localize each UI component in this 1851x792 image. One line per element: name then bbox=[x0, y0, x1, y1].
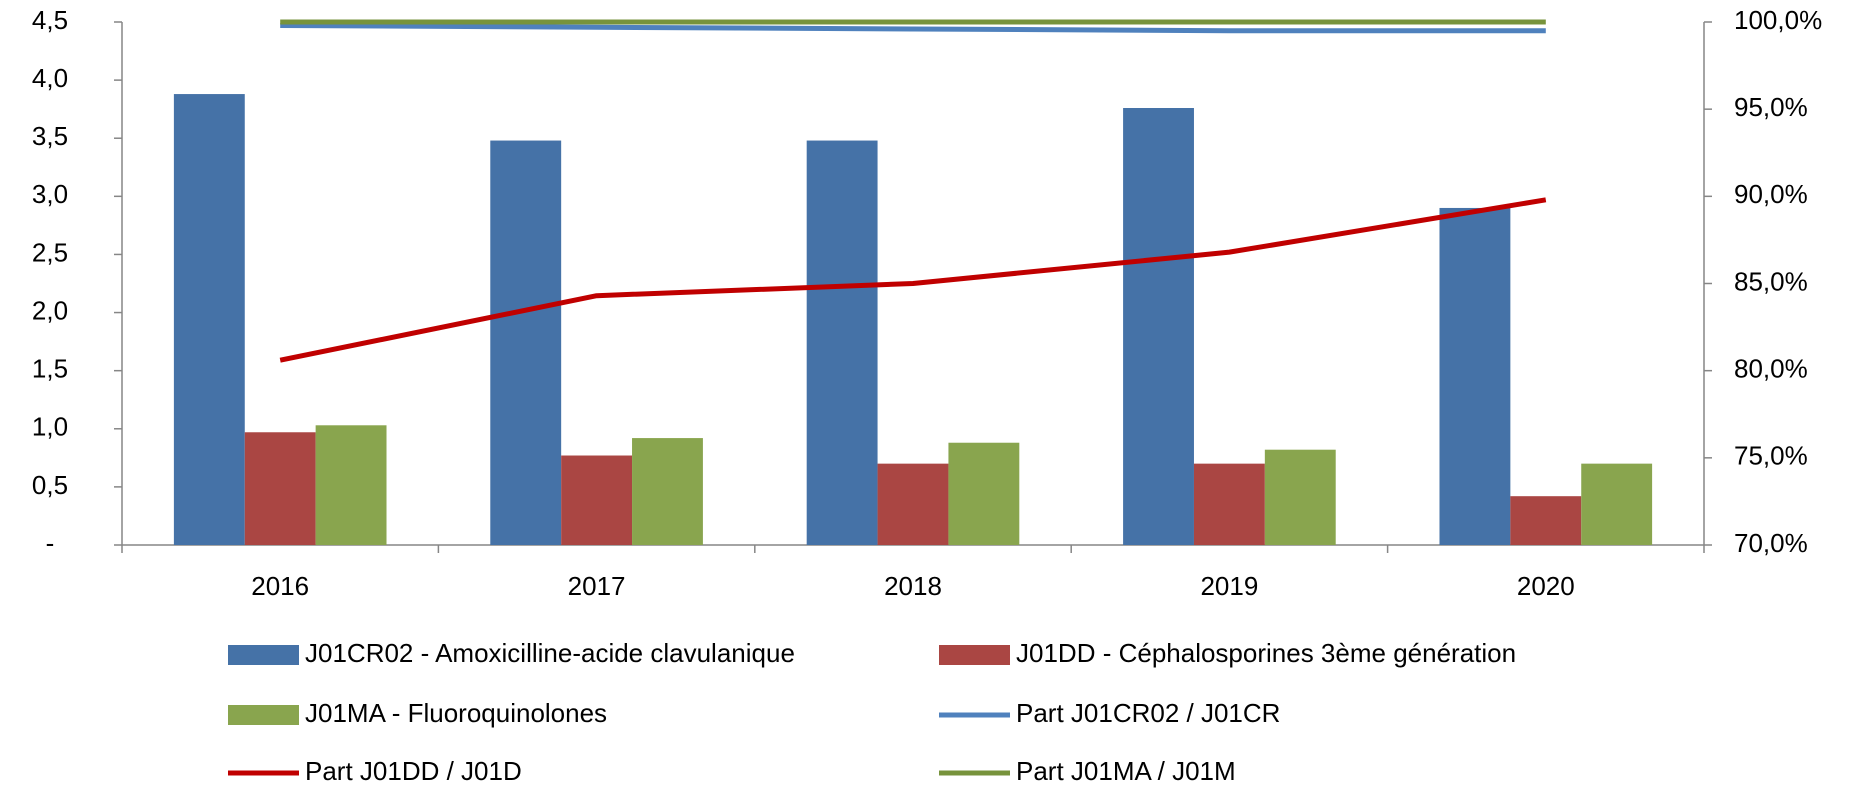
y-tick-label: 4,0 bbox=[32, 63, 68, 93]
bar bbox=[1510, 496, 1582, 545]
y-tick-label: 0,5 bbox=[32, 470, 68, 500]
y-tick-label: 2,0 bbox=[32, 295, 68, 325]
x-tick-label: 2020 bbox=[1517, 571, 1575, 601]
bar bbox=[1193, 463, 1265, 545]
y-tick-label: 1,0 bbox=[32, 412, 68, 442]
y2-tick-label: 80,0% bbox=[1734, 354, 1808, 384]
y-tick-label: - bbox=[46, 528, 55, 558]
legend-label: J01MA - Fluoroquinolones bbox=[305, 698, 607, 728]
bar bbox=[632, 438, 703, 545]
legend-swatch bbox=[228, 705, 299, 725]
legend-swatch bbox=[939, 645, 1010, 665]
bar bbox=[173, 94, 245, 546]
y2-tick-label: 70,0% bbox=[1734, 528, 1808, 558]
y2-tick-label: 85,0% bbox=[1734, 266, 1808, 296]
x-tick-label: 2016 bbox=[251, 571, 309, 601]
y-tick-label: 4,5 bbox=[32, 5, 68, 35]
bar bbox=[1439, 207, 1511, 545]
line-series bbox=[279, 197, 1547, 363]
y2-tick-label: 90,0% bbox=[1734, 179, 1808, 209]
legend-label: J01CR02 - Amoxicilline-acide clavulaniqu… bbox=[305, 638, 795, 668]
bar bbox=[948, 442, 1020, 545]
legend-swatch bbox=[228, 645, 299, 665]
x-tick-label: 2019 bbox=[1200, 571, 1258, 601]
bar bbox=[490, 140, 562, 545]
x-tick-label: 2017 bbox=[568, 571, 626, 601]
bar bbox=[1123, 108, 1194, 545]
x-tick-label: 2018 bbox=[884, 571, 942, 601]
bar bbox=[561, 455, 633, 545]
line-series bbox=[280, 22, 1546, 34]
bar bbox=[1264, 449, 1336, 545]
y2-tick-label: 75,0% bbox=[1734, 441, 1808, 471]
bar bbox=[315, 425, 387, 545]
bar bbox=[244, 432, 316, 545]
y-tick-label: 3,5 bbox=[32, 121, 68, 151]
bar bbox=[877, 463, 949, 545]
bar bbox=[806, 140, 878, 545]
y-tick-label: 2,5 bbox=[32, 237, 68, 267]
y2-tick-label: 95,0% bbox=[1734, 92, 1808, 122]
bar bbox=[1581, 463, 1653, 545]
legend-label: Part J01MA / J01M bbox=[1016, 756, 1236, 786]
legend-label: Part J01CR02 / J01CR bbox=[1016, 698, 1280, 728]
legend-label: J01DD - Céphalosporines 3ème génération bbox=[1016, 638, 1516, 668]
y2-tick-label: 100,0% bbox=[1734, 5, 1822, 35]
y-tick-label: 1,5 bbox=[32, 354, 68, 384]
y-tick-label: 3,0 bbox=[32, 179, 68, 209]
legend-label: Part J01DD / J01D bbox=[305, 756, 522, 786]
